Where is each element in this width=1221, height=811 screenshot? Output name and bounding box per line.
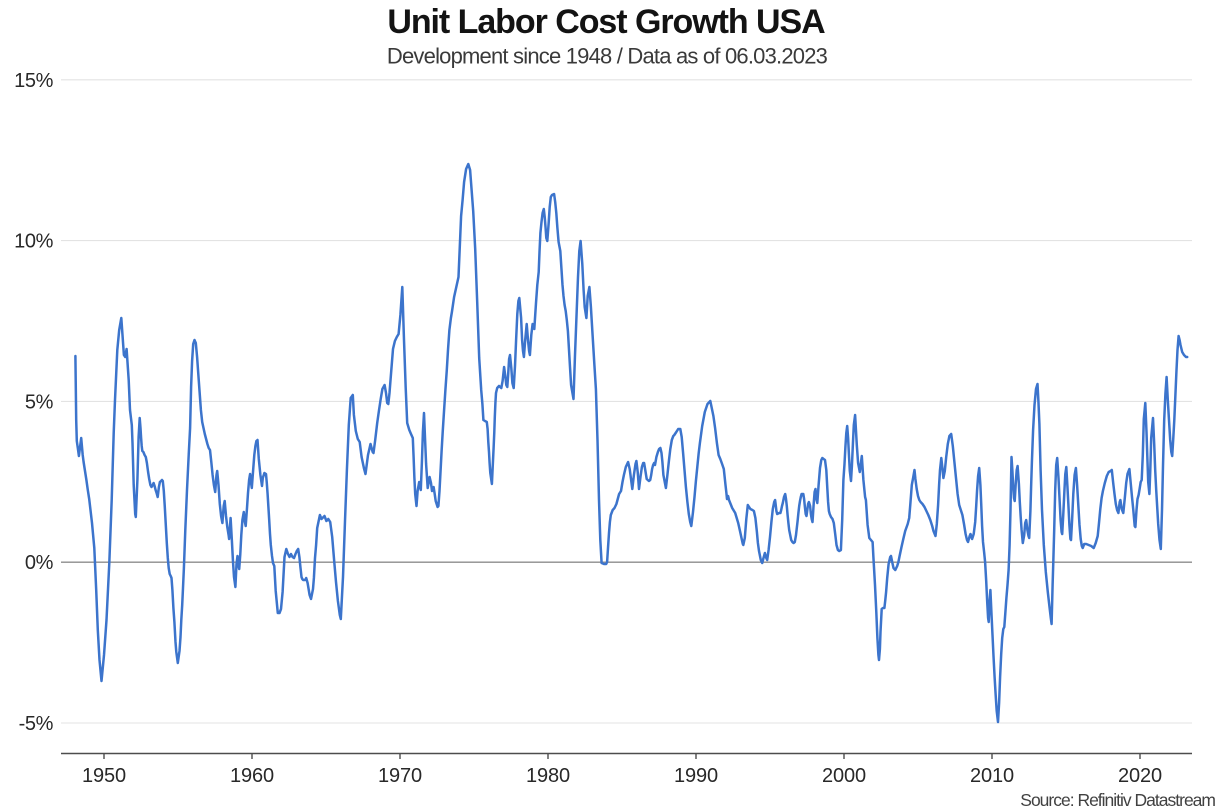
svg-text:Development since 1948 / Data: Development since 1948 / Data as of 06.0…	[387, 44, 828, 69]
svg-text:1980: 1980	[526, 765, 570, 787]
svg-text:15%: 15%	[14, 70, 53, 92]
svg-text:Source: Refinitiv Datastream: Source: Refinitiv Datastream	[1020, 790, 1215, 810]
svg-text:Unit Labor Cost Growth USA: Unit Labor Cost Growth USA	[387, 3, 825, 41]
svg-text:1990: 1990	[674, 765, 718, 787]
svg-text:2010: 2010	[970, 765, 1014, 787]
svg-text:-5%: -5%	[19, 713, 54, 735]
svg-text:2000: 2000	[822, 765, 866, 787]
svg-text:0%: 0%	[25, 552, 54, 574]
svg-text:10%: 10%	[14, 231, 53, 253]
svg-text:1960: 1960	[230, 765, 274, 787]
svg-text:1950: 1950	[82, 765, 126, 787]
svg-text:1970: 1970	[378, 765, 422, 787]
svg-text:5%: 5%	[25, 391, 54, 413]
svg-text:2020: 2020	[1118, 765, 1162, 787]
